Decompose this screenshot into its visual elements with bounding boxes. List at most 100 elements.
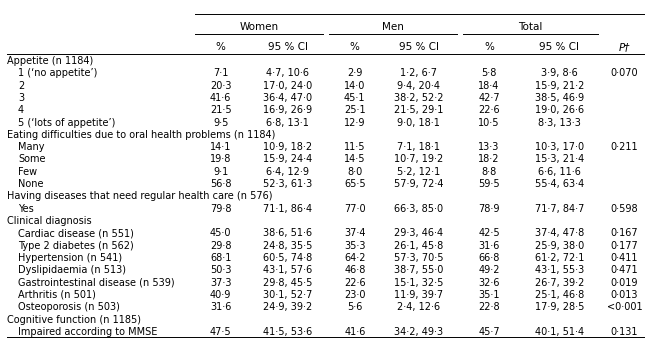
Text: 0·019: 0·019 — [611, 278, 638, 288]
Text: 17·9, 28·5: 17·9, 28·5 — [535, 302, 584, 312]
Text: 38·5, 46·9: 38·5, 46·9 — [535, 93, 584, 103]
Text: 21·5, 29·1: 21·5, 29·1 — [394, 105, 443, 115]
Text: 21·5: 21·5 — [210, 105, 231, 115]
Text: 1·2, 6·7: 1·2, 6·7 — [400, 68, 437, 78]
Text: 14·5: 14·5 — [344, 155, 366, 165]
Text: Osteoporosis (n 503): Osteoporosis (n 503) — [18, 302, 120, 312]
Text: 66·3, 85·0: 66·3, 85·0 — [394, 204, 443, 214]
Text: Hypertension (n 541): Hypertension (n 541) — [18, 253, 122, 263]
Text: 13·3: 13·3 — [479, 142, 499, 152]
Text: 77·0: 77·0 — [344, 204, 366, 214]
Text: 5 (‘lots of appetite’): 5 (‘lots of appetite’) — [18, 118, 115, 128]
Text: 35·3: 35·3 — [344, 241, 366, 251]
Text: 18·2: 18·2 — [478, 155, 499, 165]
Text: 9·1: 9·1 — [213, 167, 228, 177]
Text: 0·167: 0·167 — [610, 228, 638, 238]
Text: 11·9, 39·7: 11·9, 39·7 — [394, 290, 443, 300]
Text: 40·1, 51·4: 40·1, 51·4 — [535, 327, 584, 337]
Text: 95 % CI: 95 % CI — [539, 42, 579, 52]
Text: 9·5: 9·5 — [213, 118, 228, 128]
Text: Eating difficulties due to oral health problems (n 1184): Eating difficulties due to oral health p… — [7, 130, 275, 140]
Text: 95 % CI: 95 % CI — [268, 42, 308, 52]
Text: 52·3, 61·3: 52·3, 61·3 — [263, 179, 312, 189]
Text: 41·5, 53·6: 41·5, 53·6 — [263, 327, 312, 337]
Text: 37·3: 37·3 — [210, 278, 231, 288]
Text: 57·9, 72·4: 57·9, 72·4 — [394, 179, 443, 189]
Text: 0·411: 0·411 — [611, 253, 638, 263]
Text: 31·6: 31·6 — [479, 241, 499, 251]
Text: 71·1, 86·4: 71·1, 86·4 — [263, 204, 312, 214]
Text: 22·8: 22·8 — [478, 302, 499, 312]
Text: 49·2: 49·2 — [478, 265, 499, 275]
Text: 7·1: 7·1 — [213, 68, 228, 78]
Text: Type 2 diabetes (n 562): Type 2 diabetes (n 562) — [18, 241, 134, 251]
Text: 38·6, 51·6: 38·6, 51·6 — [263, 228, 312, 238]
Text: 2·4, 12·6: 2·4, 12·6 — [397, 302, 440, 312]
Text: Clinical diagnosis: Clinical diagnosis — [7, 216, 91, 226]
Text: 22·6: 22·6 — [478, 105, 499, 115]
Text: 5·8: 5·8 — [481, 68, 497, 78]
Text: 59·5: 59·5 — [478, 179, 499, 189]
Text: 38·2, 52·2: 38·2, 52·2 — [394, 93, 443, 103]
Text: 40·9: 40·9 — [210, 290, 231, 300]
Text: 11·5: 11·5 — [344, 142, 366, 152]
Text: 57·3, 70·5: 57·3, 70·5 — [394, 253, 443, 263]
Text: 42·5: 42·5 — [478, 228, 499, 238]
Text: 8·3, 13·3: 8·3, 13·3 — [538, 118, 581, 128]
Text: 10·3, 17·0: 10·3, 17·0 — [535, 142, 584, 152]
Text: 78·9: 78·9 — [478, 204, 499, 214]
Text: 10·7, 19·2: 10·7, 19·2 — [394, 155, 443, 165]
Text: 46·8: 46·8 — [344, 265, 365, 275]
Text: 22·6: 22·6 — [344, 278, 366, 288]
Text: Women: Women — [239, 22, 278, 32]
Text: Impaired according to MMSE: Impaired according to MMSE — [18, 327, 157, 337]
Text: 14·0: 14·0 — [344, 81, 365, 91]
Text: Men: Men — [382, 22, 404, 32]
Text: 6·6, 11·6: 6·6, 11·6 — [538, 167, 581, 177]
Text: 10·9, 18·2: 10·9, 18·2 — [263, 142, 312, 152]
Text: 50·3: 50·3 — [210, 265, 231, 275]
Text: 41·6: 41·6 — [344, 327, 365, 337]
Text: 9·4, 20·4: 9·4, 20·4 — [397, 81, 440, 91]
Text: 0·598: 0·598 — [610, 204, 638, 214]
Text: Total: Total — [518, 22, 542, 32]
Text: 10·5: 10·5 — [478, 118, 499, 128]
Text: 32·6: 32·6 — [478, 278, 499, 288]
Text: %: % — [484, 42, 494, 52]
Text: 2: 2 — [18, 81, 24, 91]
Text: Arthritis (n 501): Arthritis (n 501) — [18, 290, 96, 300]
Text: 0·013: 0·013 — [611, 290, 638, 300]
Text: 56·8: 56·8 — [210, 179, 231, 189]
Text: 37·4: 37·4 — [344, 228, 366, 238]
Text: <0·001: <0·001 — [606, 302, 642, 312]
Text: 37·4, 47·8: 37·4, 47·8 — [535, 228, 584, 238]
Text: 14·1: 14·1 — [210, 142, 231, 152]
Text: 4: 4 — [18, 105, 24, 115]
Text: 25·9, 38·0: 25·9, 38·0 — [535, 241, 584, 251]
Text: 29·3, 46·4: 29·3, 46·4 — [394, 228, 443, 238]
Text: 45·0: 45·0 — [210, 228, 231, 238]
Text: 0·471: 0·471 — [610, 265, 638, 275]
Text: Yes: Yes — [18, 204, 34, 214]
Text: 19·0, 26·6: 19·0, 26·6 — [535, 105, 584, 115]
Text: Cardiac disease (n 551): Cardiac disease (n 551) — [18, 228, 134, 238]
Text: 71·7, 84·7: 71·7, 84·7 — [535, 204, 584, 214]
Text: Dyslipidaemia (n 513): Dyslipidaemia (n 513) — [18, 265, 126, 275]
Text: 1 (‘no appetite’): 1 (‘no appetite’) — [18, 68, 97, 78]
Text: 16·9, 26·9: 16·9, 26·9 — [263, 105, 312, 115]
Text: 0·177: 0·177 — [610, 241, 638, 251]
Text: 0·211: 0·211 — [610, 142, 638, 152]
Text: 35·1: 35·1 — [478, 290, 499, 300]
Text: 15·9, 24·4: 15·9, 24·4 — [263, 155, 312, 165]
Text: 41·6: 41·6 — [210, 93, 231, 103]
Text: 0·131: 0·131 — [611, 327, 638, 337]
Text: 26·1, 45·8: 26·1, 45·8 — [394, 241, 443, 251]
Text: 2·9: 2·9 — [347, 68, 363, 78]
Text: 34·2, 49·3: 34·2, 49·3 — [394, 327, 443, 337]
Text: 4·7, 10·6: 4·7, 10·6 — [266, 68, 309, 78]
Text: 18·4: 18·4 — [479, 81, 499, 91]
Text: 66·8: 66·8 — [479, 253, 499, 263]
Text: 29·8: 29·8 — [210, 241, 231, 251]
Text: 3·9, 8·6: 3·9, 8·6 — [541, 68, 578, 78]
Text: Having diseases that need regular health care (n 576): Having diseases that need regular health… — [7, 191, 272, 201]
